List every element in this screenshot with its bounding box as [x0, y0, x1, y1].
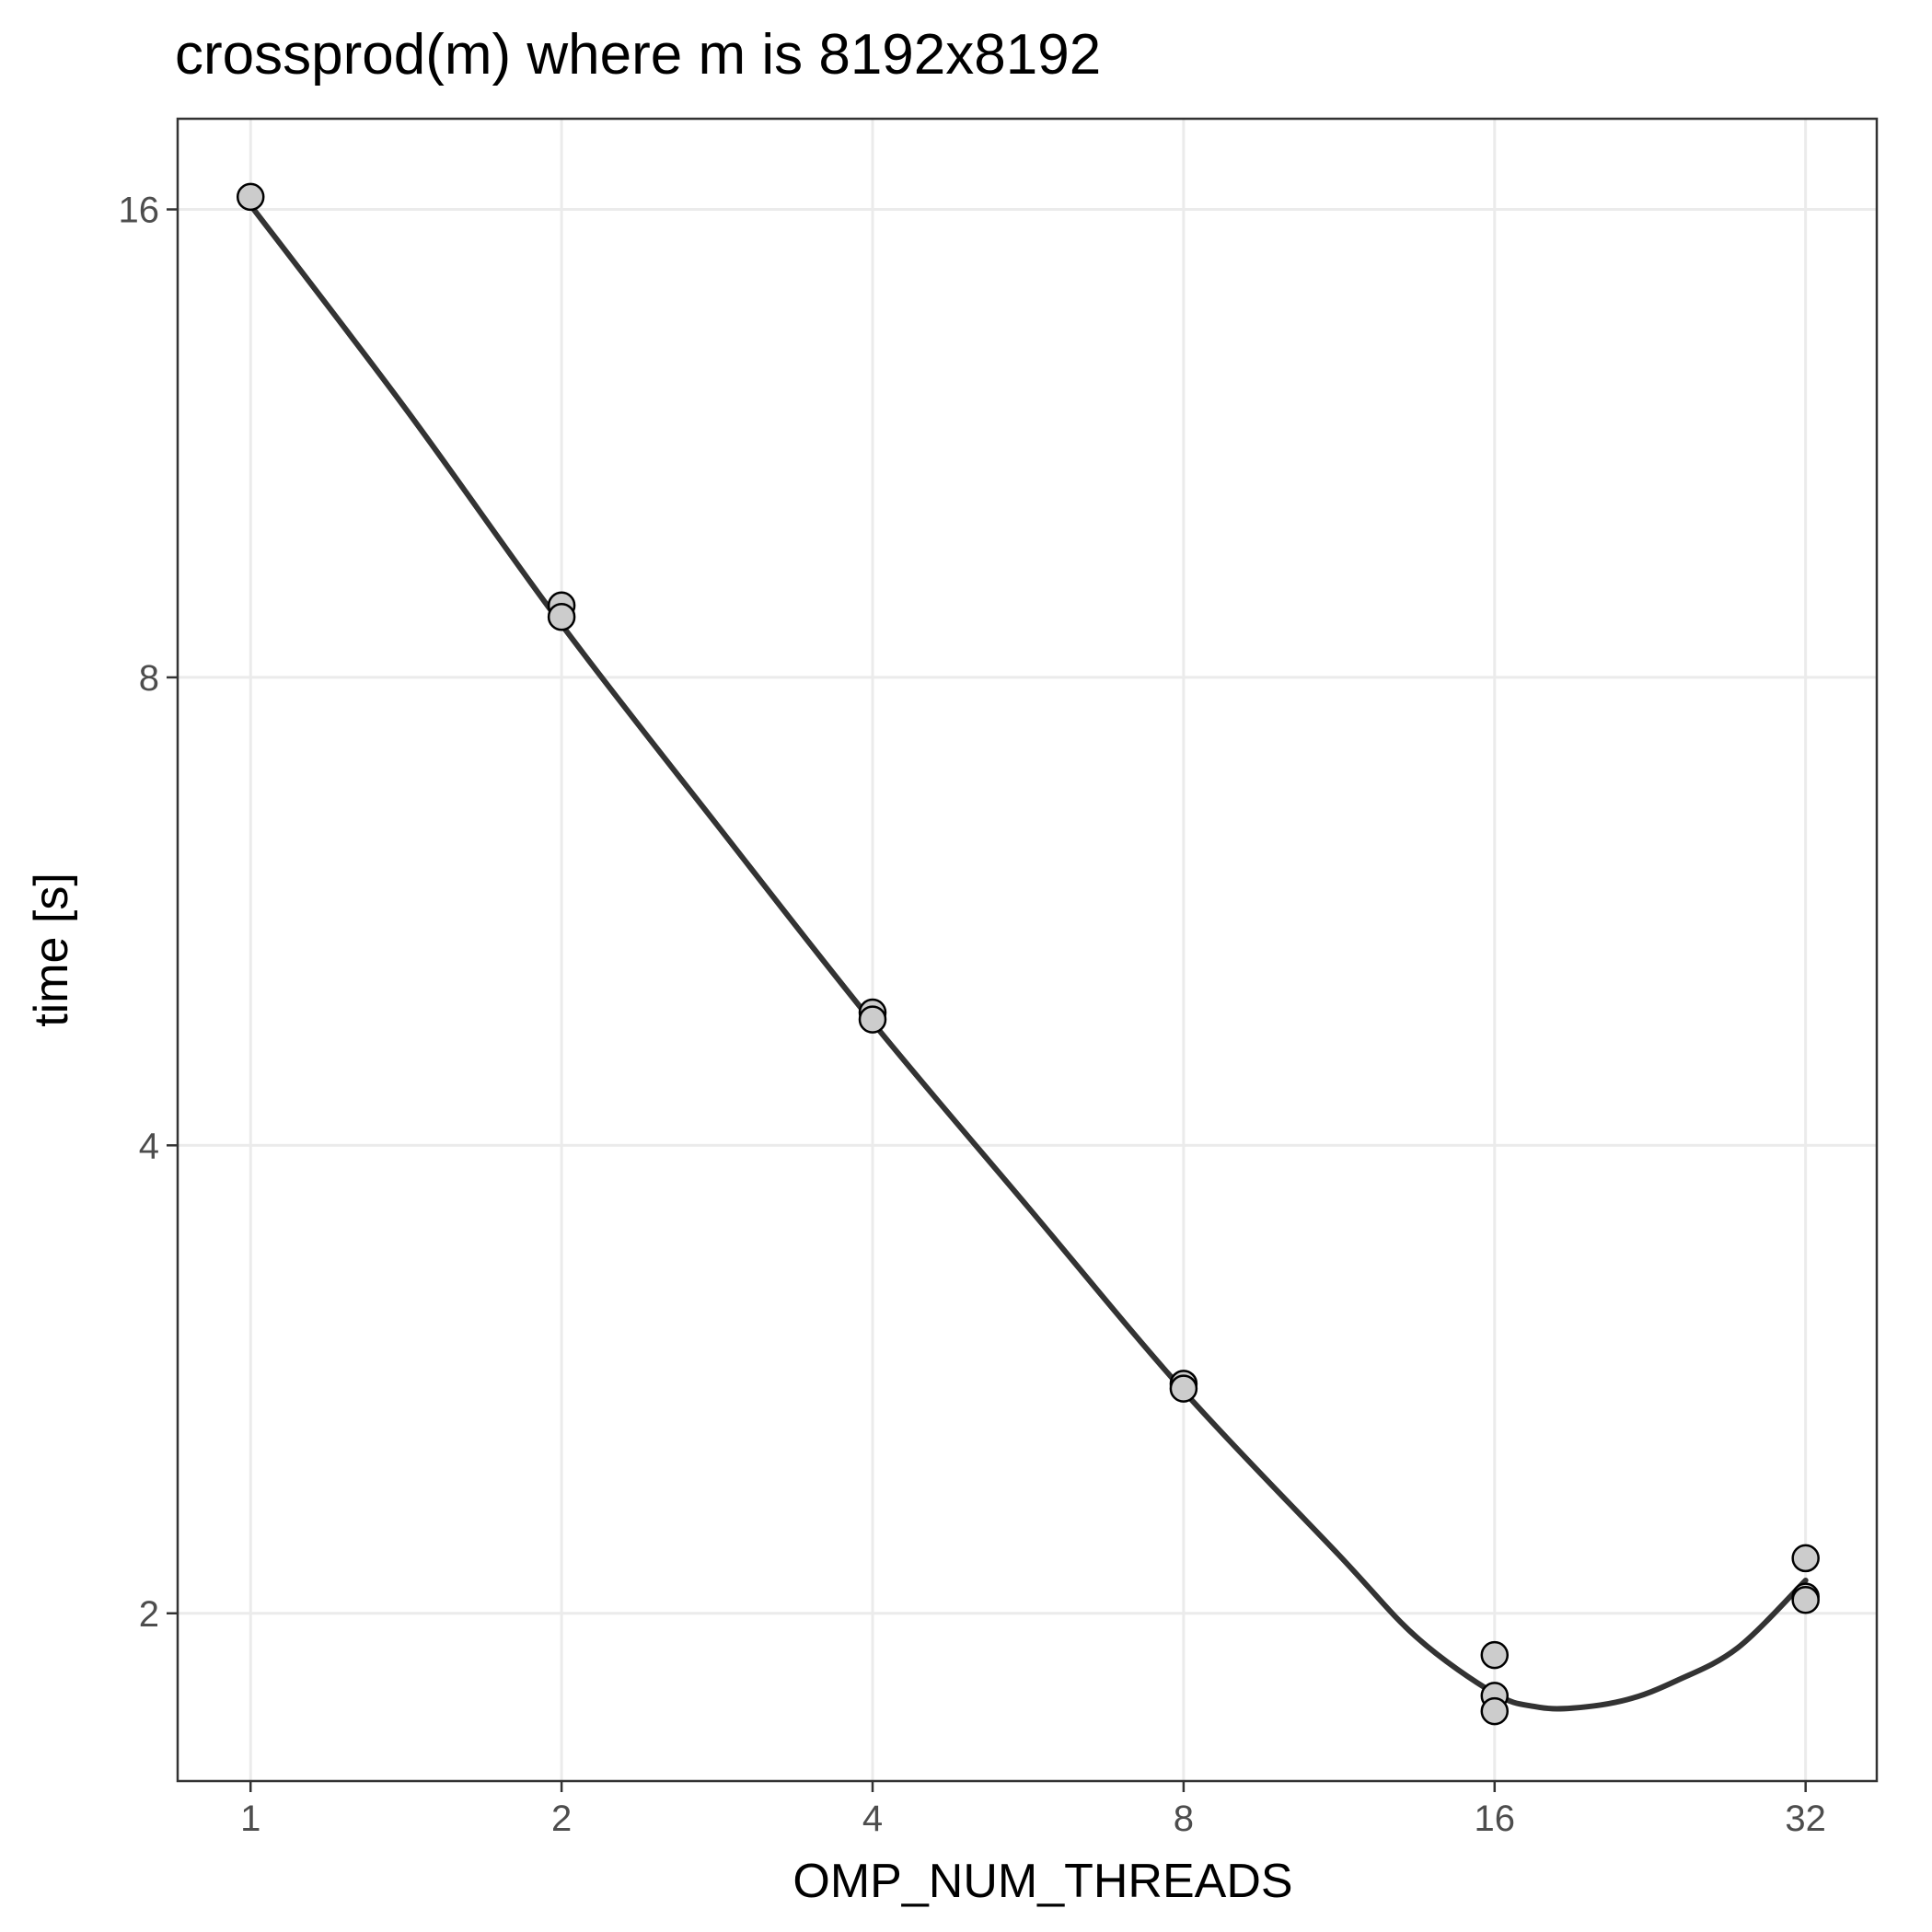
data-point — [1791, 1585, 1820, 1614]
y-axis-title: time [s] — [25, 873, 78, 1027]
x-axis-ticks: 1 2 4 8 16 32 — [240, 1781, 1826, 1839]
data-point — [858, 1005, 887, 1034]
x-tick-label: 32 — [1785, 1799, 1826, 1839]
y-tick-label: 4 — [139, 1126, 159, 1166]
grid-lines — [178, 119, 1877, 1781]
y-tick-label: 8 — [139, 658, 159, 699]
panel-border — [176, 117, 1879, 1783]
data-point — [1480, 1640, 1510, 1670]
data-point — [1480, 1696, 1510, 1726]
y-axis-ticks: 2 4 8 16 — [119, 191, 178, 1635]
data-point — [236, 182, 265, 212]
x-tick-label: 1 — [240, 1799, 260, 1839]
data-points — [236, 182, 1820, 1726]
x-tick-label: 16 — [1475, 1799, 1516, 1839]
data-point — [1169, 1374, 1198, 1403]
chart-title: crossprod(m) where m is 8192x8192 — [175, 23, 1101, 87]
x-tick-label: 8 — [1174, 1799, 1194, 1839]
x-axis-title: OMP_NUM_THREADS — [792, 1855, 1292, 1908]
x-tick-label: 4 — [862, 1799, 883, 1839]
y-tick-label: 16 — [119, 191, 160, 231]
x-tick-label: 2 — [551, 1799, 572, 1839]
data-point — [1791, 1544, 1820, 1573]
y-tick-label: 2 — [139, 1594, 159, 1635]
data-point — [547, 602, 576, 631]
